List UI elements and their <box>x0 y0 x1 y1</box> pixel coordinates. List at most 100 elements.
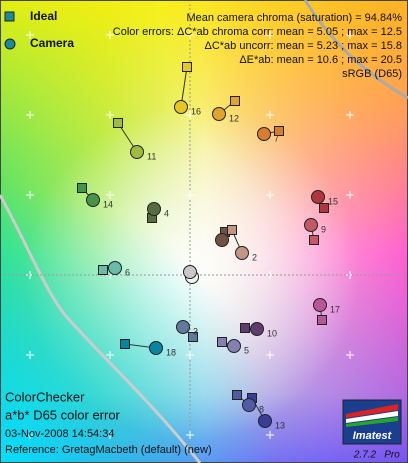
legend-circle <box>4 38 16 50</box>
patch-label: 13 <box>275 420 285 430</box>
ideal-point <box>232 390 242 400</box>
camera-point <box>215 233 229 247</box>
camera-point <box>174 100 188 114</box>
patch-label: 16 <box>191 106 201 116</box>
grid-plus <box>266 191 274 199</box>
grid-plus <box>266 31 274 39</box>
stat-line: Mean camera chroma (saturation) = 94.84% <box>186 12 402 24</box>
logo-name: Imatest <box>353 430 393 442</box>
patch-label: 5 <box>244 345 249 355</box>
grid-plus <box>186 31 194 39</box>
stat-line: ΔC*ab uncorr: mean = 5.23 ; max = 15.8 <box>204 40 402 52</box>
patch-label: 10 <box>267 328 277 338</box>
grid-plus <box>106 351 114 359</box>
ideal-point <box>227 225 237 235</box>
patch-label: 18 <box>166 347 176 357</box>
grid-plus <box>26 431 34 439</box>
grid-plus <box>346 111 354 119</box>
logo-version: 2.7.2 <box>353 450 377 461</box>
grid-plus <box>106 31 114 39</box>
camera-point <box>130 145 144 159</box>
camera-point <box>149 341 163 355</box>
camera-point <box>250 322 264 336</box>
chart-subtitle: a*b* D65 color error <box>5 407 121 422</box>
patch-label: 15 <box>328 196 338 206</box>
ideal-point <box>77 183 87 193</box>
annotation: Reference: GretagMacbeth (default) (new) <box>5 444 212 456</box>
ideal-point <box>120 339 130 349</box>
grid-plus <box>186 431 194 439</box>
logo-edition: Pro <box>384 450 400 461</box>
grid-plus <box>26 31 34 39</box>
grid-plus <box>26 351 34 359</box>
marks: 2 3 4 5 6 7 8 9 10 11 12 13 14 15 16 17 18 <box>77 62 340 430</box>
grid-plus <box>26 111 34 119</box>
stat-line: ΔE*ab: mean = 10.6 ; max = 20.5 <box>239 54 402 66</box>
grid-plus <box>346 31 354 39</box>
logo-stripe <box>346 411 398 423</box>
patch-label: 11 <box>147 151 156 161</box>
camera-point <box>227 339 241 353</box>
camera-point <box>311 190 325 204</box>
camera-point <box>235 246 249 260</box>
patch-label: 12 <box>229 113 239 123</box>
ideal-point <box>274 126 284 136</box>
patch-label: 9 <box>321 224 326 234</box>
grid-plus <box>266 111 274 119</box>
patch-label: 2 <box>252 252 257 262</box>
legend-square <box>4 11 15 22</box>
patch-label: 8 <box>259 404 264 414</box>
legend-label: Ideal <box>30 9 57 23</box>
ideal-point <box>317 315 327 325</box>
grid-plus <box>186 191 194 199</box>
ideal-point <box>182 62 192 72</box>
camera-point <box>304 218 318 232</box>
ideal-point <box>230 96 240 106</box>
annotation: 03-Nov-2008 14:54:34 <box>5 428 114 440</box>
camera-point <box>147 202 161 216</box>
patch-label: 4 <box>164 208 169 218</box>
patch-label: 3 <box>193 326 198 336</box>
ideal-point <box>113 118 123 128</box>
grid-plus <box>266 351 274 359</box>
gamut-boundary <box>303 0 408 100</box>
patch-label: 14 <box>103 199 113 209</box>
stat-line: Color errors: ΔC*ab chroma corr: mean = … <box>113 26 402 38</box>
grid-plus <box>106 191 114 199</box>
grid-plus <box>346 191 354 199</box>
grid-plus <box>106 111 114 119</box>
legend-label: Camera <box>30 36 74 50</box>
ideal-point <box>188 332 198 342</box>
camera-point <box>242 398 256 412</box>
ideal-point <box>98 265 108 275</box>
chart-title: ColorChecker <box>5 389 85 404</box>
camera-point <box>183 265 197 279</box>
patch-label: 6 <box>125 267 130 277</box>
camera-point <box>258 414 272 428</box>
ideal-point <box>217 337 227 347</box>
grid-plus <box>186 351 194 359</box>
camera-point <box>212 107 226 121</box>
camera-point <box>176 320 190 334</box>
grid-plus <box>186 111 194 119</box>
camera-point <box>313 298 327 312</box>
stat-line: sRGB (D65) <box>342 68 402 80</box>
ideal-point <box>309 235 319 245</box>
grid-plus <box>346 351 354 359</box>
camera-point <box>108 261 122 275</box>
grid-plus <box>26 191 34 199</box>
gamut-boundary <box>0 194 202 463</box>
ideal-point <box>319 203 329 213</box>
ideal-point <box>240 323 250 333</box>
camera-point <box>257 127 271 141</box>
grid-plus <box>106 431 114 439</box>
patch-label: 17 <box>330 304 340 314</box>
grid-plus <box>266 431 274 439</box>
logo-stripe <box>346 404 398 418</box>
patch-label: 7 <box>274 133 279 143</box>
logo-stripe <box>346 417 398 427</box>
camera-point <box>86 193 100 207</box>
